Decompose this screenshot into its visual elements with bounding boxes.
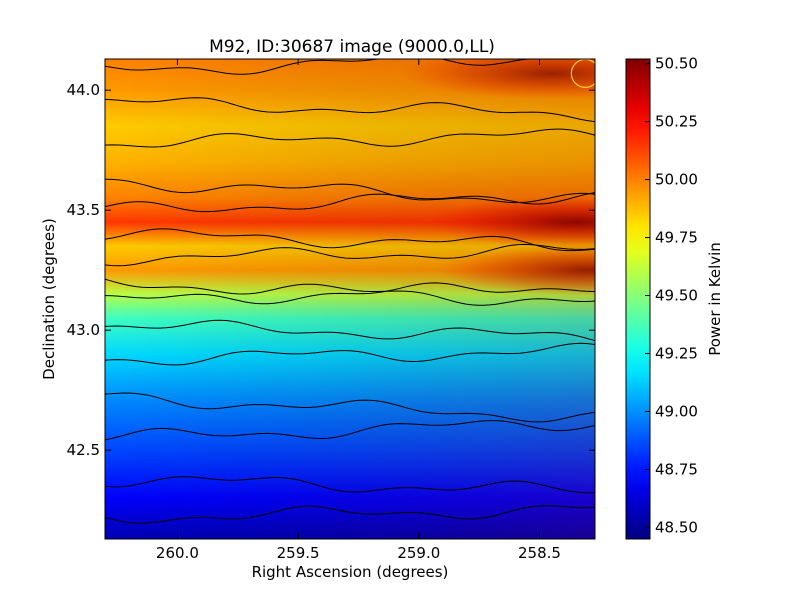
y-tick-label: 43.5 <box>67 201 100 219</box>
contour-line <box>105 420 595 441</box>
colorbar-tick-label: 49.00 <box>655 402 698 420</box>
plot-area <box>105 59 595 539</box>
contour-line <box>105 319 595 342</box>
contour-line <box>105 505 595 524</box>
contour-line <box>105 97 595 123</box>
contour-line <box>105 476 595 494</box>
contour-line <box>105 128 595 148</box>
y-tick-label: 43.0 <box>67 321 100 339</box>
contour-line <box>105 243 595 267</box>
x-axis-label: Right Ascension (degrees) <box>252 563 449 581</box>
contour-line <box>105 342 595 366</box>
colorbar <box>625 58 651 540</box>
y-tick-label: 44.0 <box>67 81 100 99</box>
x-tick-label: 258.5 <box>518 544 561 562</box>
contour-line <box>105 392 595 423</box>
colorbar-tick-label: 49.50 <box>655 287 698 305</box>
hotspot <box>425 196 595 249</box>
colorbar-tick-label: 49.25 <box>655 344 698 362</box>
contour-lines <box>105 59 595 524</box>
colorbar-tick-label: 49.75 <box>655 229 698 247</box>
colorbar-label: Power in Kelvin <box>706 242 724 356</box>
hotspot <box>401 59 595 100</box>
colorbar-ticks: 48.50 48.75 49.00 49.25 49.50 49.75 50.00 50.25… <box>645 55 698 536</box>
colorbar-tick-label: 48.75 <box>655 460 698 478</box>
contour-line <box>105 228 595 252</box>
colorbar-tick-label: 50.25 <box>655 113 698 131</box>
contour-line <box>105 278 595 306</box>
plot-frame <box>104 58 596 540</box>
x-axis-ticks: 260.0 259.5 259.0 258.5 <box>156 59 561 562</box>
hotspot-layer <box>401 59 595 297</box>
chart-title: M92, ID:30687 image (9000.0,LL) <box>209 37 495 57</box>
contour-line <box>105 282 595 305</box>
contour-line <box>105 192 595 213</box>
ra-gradient-shading <box>105 59 595 539</box>
contour-line <box>105 59 582 75</box>
contour-line <box>105 178 595 204</box>
x-tick-label: 260.0 <box>156 544 199 562</box>
x-tick-label: 259.5 <box>277 544 320 562</box>
hotspot <box>437 244 595 297</box>
colorbar-tick-label: 50.00 <box>655 171 698 189</box>
y-tick-label: 42.5 <box>67 441 100 459</box>
y-axis-label: Declination (degrees) <box>40 218 58 380</box>
y-axis-ticks: 42.5 43.0 43.5 44.0 <box>67 81 595 459</box>
colorbar-tick-label: 48.50 <box>655 518 698 536</box>
x-tick-label: 259.0 <box>397 544 440 562</box>
colorbar-tick-label: 50.50 <box>655 55 698 73</box>
